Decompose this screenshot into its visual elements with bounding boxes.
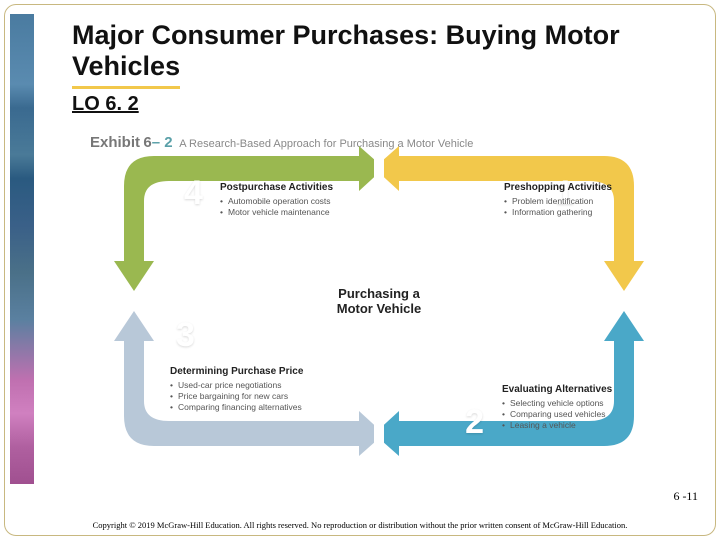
sidebar-photo-strip (10, 14, 34, 484)
segment-bullets-3: Used-car price negotiations Price bargai… (170, 380, 320, 413)
segment-number-4: 4 (184, 174, 203, 213)
segment-heading-1: Preshopping Activities (504, 182, 634, 193)
center-line2: Motor Vehicle (337, 301, 422, 316)
list-item: Automobile operation costs (220, 196, 370, 207)
learning-objective: LO 6. 2 (40, 89, 706, 116)
list-item: Problem identification (504, 196, 634, 207)
segment-heading-4: Postpurchase Activities (220, 182, 370, 193)
segment-number-2: 2 (465, 403, 484, 442)
segment-bullets-4: Automobile operation costs Motor vehicle… (220, 196, 370, 218)
list-item: Comparing used vehicles (502, 409, 637, 420)
list-item: Leasing a vehicle (502, 420, 637, 431)
center-label: Purchasing a Motor Vehicle (279, 236, 479, 366)
list-item: Price bargaining for new cars (170, 391, 320, 402)
segment-label-1: Preshopping Activities Problem identific… (504, 182, 634, 218)
page-title: Major Consumer Purchases: Buying Motor V… (40, 14, 706, 84)
cycle-diagram: Purchasing a Motor Vehicle 4 1 2 3 Postp… (114, 146, 644, 456)
copyright-notice: Copyright © 2019 McGraw-Hill Education. … (0, 520, 720, 530)
list-item: Used-car price negotiations (170, 380, 320, 391)
segment-number-3: 3 (176, 316, 195, 355)
segment-bullets-1: Problem identification Information gathe… (504, 196, 634, 218)
segment-heading-2: Evaluating Alternatives (502, 384, 637, 395)
segment-bullets-2: Selecting vehicle options Comparing used… (502, 398, 637, 431)
list-item: Selecting vehicle options (502, 398, 637, 409)
list-item: Comparing financing alternatives (170, 402, 320, 413)
list-item: Motor vehicle maintenance (220, 207, 370, 218)
page-number: 6 -11 (673, 489, 698, 504)
segment-label-4: Postpurchase Activities Automobile opera… (220, 182, 370, 218)
center-line1: Purchasing a (338, 286, 420, 301)
list-item: Information gathering (504, 207, 634, 218)
segment-label-3: Determining Purchase Price Used-car pric… (170, 366, 320, 413)
segment-heading-3: Determining Purchase Price (170, 366, 320, 377)
content-area: Major Consumer Purchases: Buying Motor V… (40, 14, 706, 484)
segment-label-2: Evaluating Alternatives Selecting vehicl… (502, 384, 637, 431)
